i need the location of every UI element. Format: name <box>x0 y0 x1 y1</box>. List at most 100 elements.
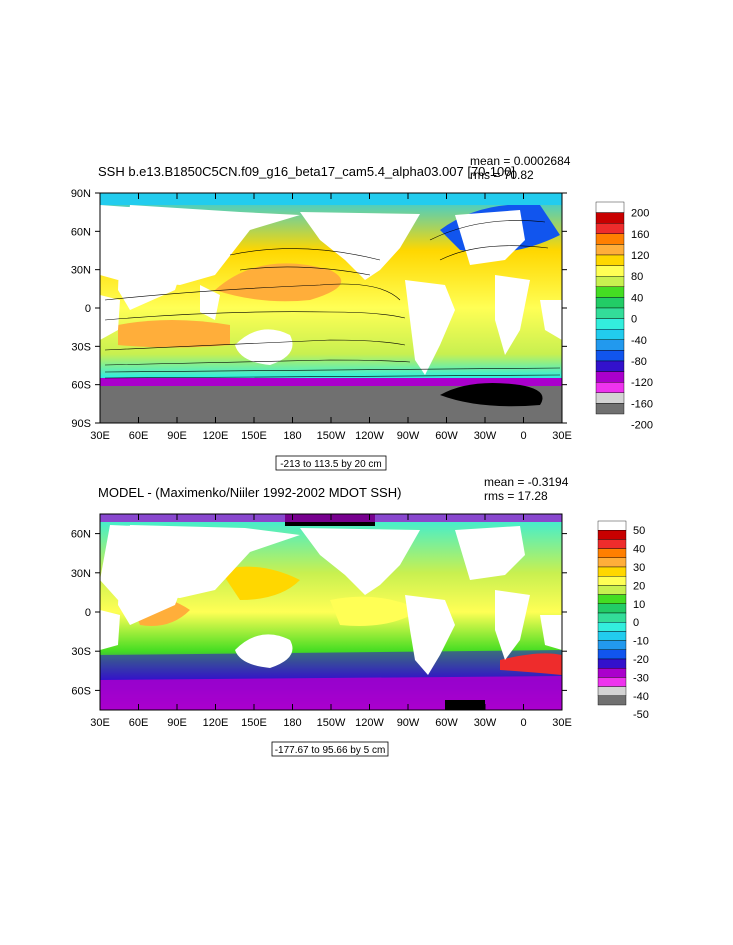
top-y-axis: 90N 60N 30N 0 30S 60S 90S <box>71 188 567 430</box>
colorbar-swatch <box>597 695 627 706</box>
colorbar-label: 30 <box>633 562 645 574</box>
colorbar-swatch <box>597 603 627 614</box>
colorbar-swatch <box>597 631 627 641</box>
colorbar-label: 0 <box>631 314 637 326</box>
colorbar-label: -10 <box>633 636 649 648</box>
x-tick-label: 180 <box>283 717 301 729</box>
bottom-rms: rms = 17.28 <box>484 489 548 503</box>
x-tick-label: 90E <box>167 717 187 729</box>
colorbar-swatch <box>597 548 627 558</box>
colorbar-swatch <box>595 254 625 266</box>
x-tick-label: 30E <box>90 717 110 729</box>
colorbar-swatch <box>595 329 625 341</box>
top-panel: SSH b.e13.B1850C5CN.f09_g16_beta17_cam5.… <box>71 154 653 471</box>
x-tick-label: 150W <box>317 717 346 729</box>
top-warm-pool <box>215 263 342 302</box>
colorbar-swatch <box>597 585 627 595</box>
colorbar-swatch <box>597 622 627 632</box>
x-tick-label: 150E <box>241 430 267 442</box>
colorbar-label: -40 <box>633 691 649 703</box>
x-tick-label: 30E <box>552 430 572 442</box>
colorbar-label: -50 <box>633 709 649 721</box>
top-antarctica-black <box>440 382 543 407</box>
bottom-patch-1 <box>220 566 300 600</box>
y-tick-label: 60N <box>71 226 91 238</box>
x-tick-label: 0 <box>520 717 526 729</box>
x-tick-label: 30E <box>90 430 110 442</box>
y-tick-label: 30S <box>71 646 91 658</box>
bottom-contour-info: -177.67 to 95.66 by 5 cm <box>275 745 386 756</box>
bottom-patch-3 <box>330 596 420 626</box>
x-tick-label: 30W <box>474 717 497 729</box>
x-tick-label: 120E <box>203 430 229 442</box>
colorbar-swatch <box>595 244 625 256</box>
top-indian-warm-band <box>118 320 230 348</box>
x-tick-label: 120E <box>203 717 229 729</box>
colorbar-swatch <box>595 350 625 362</box>
y-tick-label: 60S <box>71 380 91 392</box>
bottom-title: MODEL - (Maximenko/Niiler 1992-2002 MDOT… <box>98 485 401 500</box>
colorbar-swatch <box>595 339 625 351</box>
bottom-land <box>100 525 562 675</box>
colorbar-swatch <box>597 686 627 696</box>
x-tick-label: 60W <box>435 430 458 442</box>
top-land <box>100 205 562 375</box>
x-tick-label: 150E <box>241 717 267 729</box>
colorbar-swatch <box>595 276 625 288</box>
bottom-contour-info-box <box>271 741 389 757</box>
colorbar-label: -120 <box>631 377 653 389</box>
colorbar-label: 80 <box>631 271 643 283</box>
colorbar-label: -160 <box>631 398 653 410</box>
colorbar-swatch <box>597 539 627 549</box>
colorbar-swatch <box>597 612 627 623</box>
colorbar-swatch <box>595 201 625 213</box>
colorbar-label: 0 <box>633 617 639 629</box>
colorbar-label: -40 <box>631 335 647 347</box>
colorbar-swatch <box>595 286 625 298</box>
bottom-red-streak <box>500 653 562 675</box>
colorbar-label: 40 <box>633 544 645 556</box>
bottom-y-axis: 60N 30N 0 30S 60S <box>71 529 567 697</box>
x-tick-label: 60E <box>129 430 149 442</box>
colorbar-swatch <box>595 233 625 245</box>
bottom-panel: MODEL - (Maximenko/Niiler 1992-2002 MDOT… <box>71 475 649 757</box>
colorbar-label: 50 <box>633 525 645 537</box>
y-tick-label: 90N <box>71 188 91 200</box>
colorbar-swatch <box>597 576 627 586</box>
colorbar-label: 160 <box>631 229 649 241</box>
colorbar-swatch <box>597 677 627 687</box>
colorbar-swatch <box>597 594 627 604</box>
x-tick-label: 60E <box>129 717 149 729</box>
colorbar-swatch <box>597 668 627 678</box>
x-tick-label: 90E <box>167 430 187 442</box>
colorbar-swatch <box>597 530 627 540</box>
colorbar-swatch <box>595 297 625 309</box>
bottom-x-axis: 30E 60E 90E 120E 150E 180 150W 120W 90W 60W 30W 0 30… <box>90 514 572 729</box>
colorbar-label: -30 <box>633 672 649 684</box>
x-tick-label: 30E <box>552 717 572 729</box>
y-tick-label: 30N <box>71 568 91 580</box>
colorbar-swatch <box>595 360 625 372</box>
top-acc-band <box>100 378 562 386</box>
y-tick-label: 0 <box>85 607 91 619</box>
colorbar-swatch <box>595 212 625 224</box>
x-tick-label: 180 <box>283 430 301 442</box>
colorbar-swatch <box>595 382 625 394</box>
colorbar-label: 20 <box>633 580 645 592</box>
colorbar-swatch <box>595 222 625 234</box>
top-x-axis: 30E 60E 90E 120E 150E 180 150W 120W 90W 60W 30W 0 30… <box>90 193 572 442</box>
colorbar-swatch <box>597 640 627 650</box>
top-title: SSH b.e13.B1850C5CN.f09_g16_beta17_cam5.… <box>98 164 515 179</box>
colorbar-label: 200 <box>631 208 649 220</box>
colorbar-label: -200 <box>631 420 653 432</box>
bottom-antarctic-black <box>445 700 485 710</box>
x-tick-label: 60W <box>435 717 458 729</box>
y-tick-label: 60S <box>71 685 91 697</box>
colorbar-swatch <box>595 403 625 415</box>
colorbar-swatch <box>597 658 627 669</box>
colorbar-label: 10 <box>633 599 645 611</box>
y-tick-label: 30S <box>71 341 91 353</box>
top-contour-info: -213 to 113.5 by 20 cm <box>280 459 382 470</box>
colorbar-label: -80 <box>631 356 647 368</box>
